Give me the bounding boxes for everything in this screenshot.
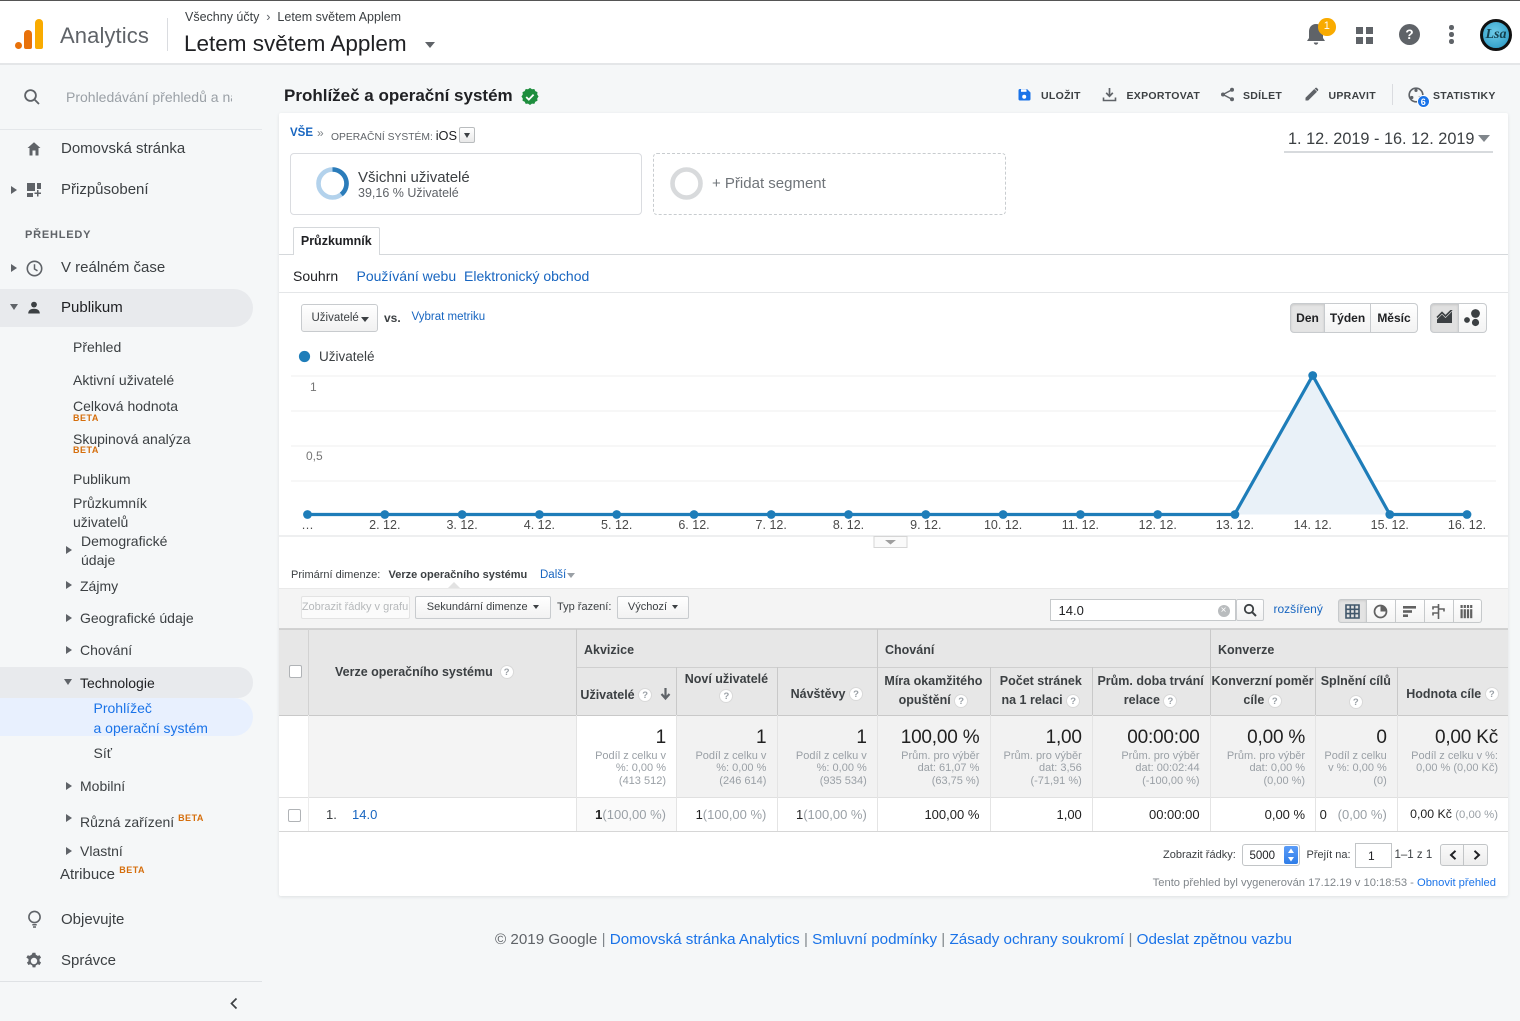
svg-text:3. 12.: 3. 12. [446,518,477,532]
svg-text:16. 12.: 16. 12. [1448,518,1486,532]
svg-text:0,5: 0,5 [306,449,323,463]
svg-text:11. 12.: 11. 12. [1062,518,1099,532]
svg-text:4. 12.: 4. 12. [524,518,555,532]
svg-text:14. 12.: 14. 12. [1294,518,1332,532]
svg-text:10. 12.: 10. 12. [984,518,1022,532]
svg-text:2. 12.: 2. 12. [369,518,400,532]
svg-text:12. 12.: 12. 12. [1139,518,1177,532]
svg-text:6. 12.: 6. 12. [678,518,709,532]
svg-text:8. 12.: 8. 12. [833,518,864,532]
svg-text:15. 12.: 15. 12. [1371,518,1409,532]
svg-text:9. 12.: 9. 12. [910,518,941,532]
svg-text:13. 12.: 13. 12. [1216,518,1254,532]
svg-text:…: … [301,518,314,532]
svg-text:Uživatelé: Uživatelé [319,349,375,364]
svg-text:7. 12.: 7. 12. [756,518,787,532]
svg-text:5. 12.: 5. 12. [601,518,632,532]
svg-text:1: 1 [310,380,317,394]
